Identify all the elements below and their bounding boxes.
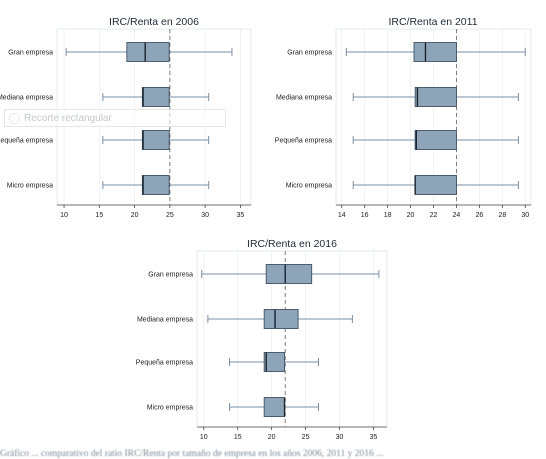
x-tick-label: 18 [384, 212, 392, 219]
box-micro-empresa [352, 175, 519, 195]
category-label: Pequeña empresa [136, 360, 193, 367]
box-iqr [414, 130, 457, 150]
x-tick-label: 20 [407, 212, 415, 219]
box-iqr [265, 264, 313, 284]
x-tick-label: 26 [475, 212, 483, 219]
category-label: Pequeña empresa [0, 138, 53, 145]
x-tick-label: 15 [95, 212, 103, 219]
x-tick-label: 30 [201, 212, 209, 219]
snipping-tool-overlay[interactable]: Recorte rectangular [4, 109, 226, 127]
category-label: Mediana empresa [276, 95, 332, 102]
x-tick-label: 35 [370, 434, 378, 441]
category-label: Pequeña empresa [275, 138, 332, 145]
box-peque-a-empresa [102, 130, 210, 150]
x-tick-label: 10 [200, 434, 208, 441]
box-iqr [263, 397, 285, 417]
box-peque-a-empresa [352, 130, 519, 150]
box-iqr [414, 87, 457, 107]
box-iqr [141, 130, 170, 150]
x-tick-label: 25 [166, 212, 174, 219]
box-gran-empresa [201, 264, 380, 284]
box-iqr [263, 352, 285, 372]
chart-title: IRC/Renta en 2016 [247, 238, 337, 250]
category-label: Mediana empresa [0, 95, 53, 102]
x-tick-label: 22 [430, 212, 438, 219]
x-tick-label: 30 [336, 434, 344, 441]
x-tick-label: 28 [498, 212, 506, 219]
box-iqr [141, 175, 170, 195]
x-tick-label: 20 [131, 212, 139, 219]
snipping-tool-label: Recorte rectangular [24, 112, 112, 124]
category-label: Micro empresa [286, 183, 332, 190]
x-tick-label: 24 [453, 212, 461, 219]
chart-title: IRC/Renta en 2006 [109, 16, 199, 28]
category-label: Gran empresa [287, 50, 332, 57]
x-tick-label: 20 [268, 434, 276, 441]
box-mediana-empresa [207, 309, 353, 329]
x-tick-label: 30 [521, 212, 529, 219]
box-micro-empresa [102, 175, 210, 195]
box-iqr [414, 175, 457, 195]
category-label: Gran empresa [148, 272, 193, 279]
chart-title: IRC/Renta en 2011 [388, 16, 477, 28]
chart-panel-2: IRC/Renta en 2011 14 16 18 20 22 24 26 28 30 Gran … [275, 16, 532, 219]
x-tick-label: 35 [237, 212, 245, 219]
box-gran-empresa [65, 42, 233, 62]
x-tick-label: 14 [338, 212, 346, 219]
x-tick-label: 25 [302, 434, 310, 441]
x-tick-label: 15 [234, 434, 242, 441]
box-mediana-empresa [102, 87, 210, 107]
box-iqr [141, 87, 170, 107]
x-tick-label: 10 [60, 212, 68, 219]
category-label: Micro empresa [147, 405, 193, 412]
box-iqr [126, 42, 170, 62]
chart-panel-3: IRC/Renta en 2016 10 15 20 25 30 35 Gran empres… [136, 238, 388, 441]
category-label: Gran empresa [8, 50, 53, 57]
scissors-icon [9, 112, 20, 124]
category-label: Micro empresa [7, 183, 53, 190]
box-mediana-empresa [352, 87, 519, 107]
box-iqr [263, 309, 299, 329]
box-gran-empresa [345, 42, 526, 62]
box-micro-empresa [229, 397, 319, 417]
box-peque-a-empresa [229, 352, 319, 372]
category-label: Mediana empresa [137, 317, 193, 324]
box-plot-figure: IRC/Renta en 2006 10 15 20 25 30 35 Gran empres… [0, 16, 532, 441]
x-tick-label: 16 [361, 212, 369, 219]
figure-caption: Gráfico ... comparativo del ratio IRC/Re… [0, 449, 384, 459]
box-iqr [413, 42, 457, 62]
